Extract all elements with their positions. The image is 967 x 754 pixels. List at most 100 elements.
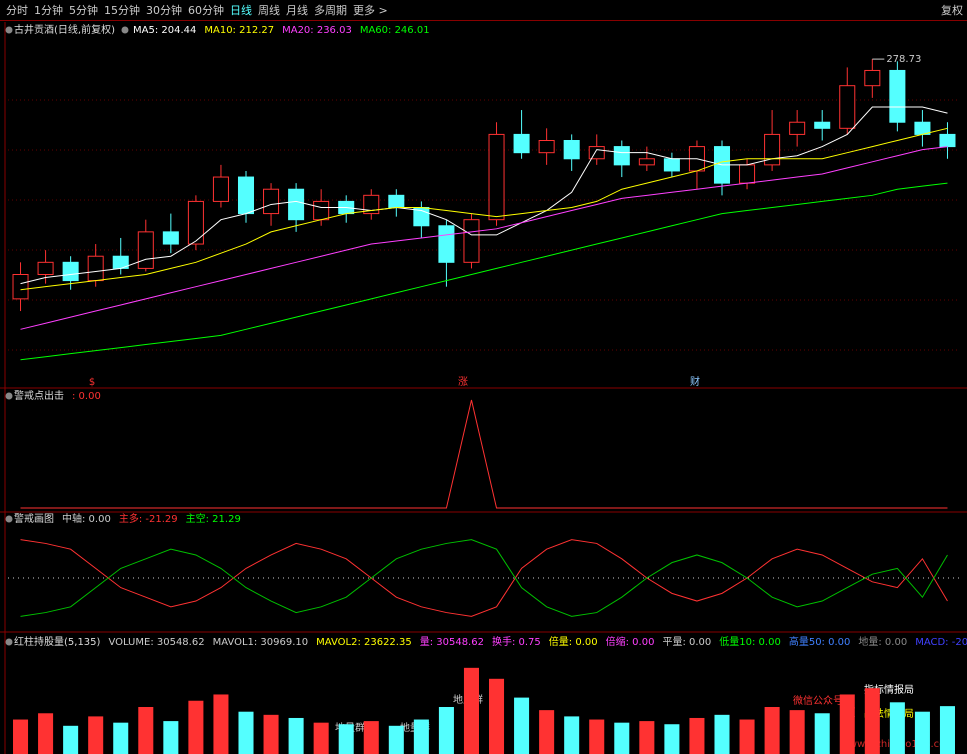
legend-entry: 主多: -21.29	[119, 512, 178, 525]
ma-line	[20, 182, 948, 361]
candle-body	[739, 164, 756, 184]
legend-entry: 地量: 0.00	[858, 635, 907, 648]
volume-bar	[764, 707, 780, 754]
volume-bar	[489, 678, 505, 754]
candle-body	[212, 176, 229, 202]
volume-bar	[388, 725, 404, 754]
volume-bar	[789, 710, 805, 754]
candle-body	[288, 188, 305, 221]
volume-bar	[864, 688, 880, 754]
ma-line	[20, 146, 948, 330]
volume-bar	[889, 702, 905, 754]
panel-title: 红柱持股量(5,135)	[14, 635, 101, 648]
volume-bar	[639, 721, 655, 754]
candle-body	[914, 121, 931, 135]
volume-bar	[914, 711, 930, 754]
candle-body	[538, 140, 555, 154]
candle-body	[814, 121, 831, 129]
legend-entry: MAVOL1: 30969.10	[213, 637, 309, 648]
candle-body	[889, 69, 906, 123]
legend-entry: 倍缩: 0.00	[606, 635, 655, 648]
volume-bar	[438, 707, 454, 754]
candle-body	[789, 121, 806, 135]
period-tab[interactable]: 周线	[258, 4, 280, 17]
legend-entry: VOLUME: 30548.62	[108, 637, 204, 648]
indicator-line	[20, 539, 948, 617]
volume-bar	[88, 716, 104, 754]
volume-bar	[564, 716, 580, 754]
volume-bar	[363, 721, 379, 754]
panel-title: 古井贡酒(日线,前复权)	[14, 23, 115, 36]
period-tab[interactable]: 多周期	[314, 4, 347, 17]
volume-bar	[714, 714, 730, 754]
legend-entry: 中轴: 0.00	[62, 512, 111, 525]
candle-body	[313, 200, 330, 221]
volume-bar	[739, 719, 755, 754]
period-tab[interactable]: 日线	[230, 4, 252, 17]
volume-bar	[138, 707, 154, 754]
period-toolbar: 分时 1分钟 5分钟 15分钟 30分钟 60分钟 日线 周线 月线 多周期 更多 > 复权	[0, 0, 967, 21]
period-tab[interactable]: 月线	[286, 4, 308, 17]
adjust-button[interactable]: 复权	[941, 4, 963, 17]
period-tab[interactable]: 15分钟	[104, 4, 140, 17]
candle-body	[137, 231, 154, 269]
watermark: 微信公众号	[793, 694, 843, 707]
volume-bar	[63, 725, 79, 754]
candle-body	[263, 188, 280, 215]
event-marker: 涨	[458, 376, 468, 388]
indicator-line	[20, 399, 948, 509]
legend-entry: 量: 30548.62	[420, 636, 484, 648]
volume-bar	[614, 722, 630, 754]
event-marker: $	[89, 377, 95, 388]
volume-bar	[263, 714, 279, 754]
candle-body	[613, 146, 630, 166]
candle-body	[513, 133, 530, 154]
legend-entry: 低量10: 0.00	[719, 635, 781, 648]
volume-bar	[413, 719, 429, 754]
volume-bar	[689, 717, 705, 754]
candle-body	[864, 69, 881, 87]
period-tab[interactable]: 60分钟	[188, 4, 224, 17]
volume-bar	[13, 719, 29, 754]
volume-bar	[463, 667, 479, 754]
candle-body	[162, 231, 179, 245]
panel-icon	[5, 392, 13, 400]
event-marker: 财	[690, 375, 700, 388]
candle-body	[663, 158, 680, 172]
indicator-line	[20, 539, 948, 617]
candle-body	[237, 176, 255, 215]
volume-bar	[113, 722, 129, 754]
panel-icon	[5, 638, 13, 646]
candle-body	[488, 133, 505, 221]
period-tab[interactable]: 分时	[6, 4, 28, 17]
legend-entry: : 0.00	[72, 391, 101, 402]
period-tab[interactable]: 5分钟	[69, 4, 98, 17]
legend-entry: 主空: 21.29	[186, 512, 241, 525]
volume-bar	[38, 713, 54, 754]
volume-bar	[539, 710, 555, 754]
candle-body	[37, 261, 54, 275]
volume-bar	[814, 713, 830, 754]
candle-body	[12, 274, 29, 300]
legend-entry: MA10: 212.27	[204, 25, 274, 36]
candle-body	[87, 255, 104, 282]
legend-entry: 倍量: 0.00	[549, 635, 598, 648]
candle-body	[839, 85, 856, 129]
volume-bar	[589, 719, 605, 754]
panel-title: 警戒画图	[14, 512, 54, 525]
volume-bar	[939, 706, 955, 754]
legend-entry: 换手: 0.75	[492, 635, 541, 648]
legend-entry: MAVOL2: 23622.35	[316, 637, 412, 648]
candle-body	[764, 133, 781, 166]
candle-body	[588, 146, 605, 160]
period-tab[interactable]: 更多 >	[353, 4, 388, 17]
period-tab[interactable]: 1分钟	[34, 4, 63, 17]
candle-body	[939, 133, 956, 148]
volume-bar	[839, 694, 855, 754]
period-tab[interactable]: 30分钟	[146, 4, 182, 17]
candle-body	[187, 200, 204, 245]
legend-entry: MA60: 246.01	[360, 25, 430, 36]
high-price-label: 278.73	[886, 54, 921, 65]
